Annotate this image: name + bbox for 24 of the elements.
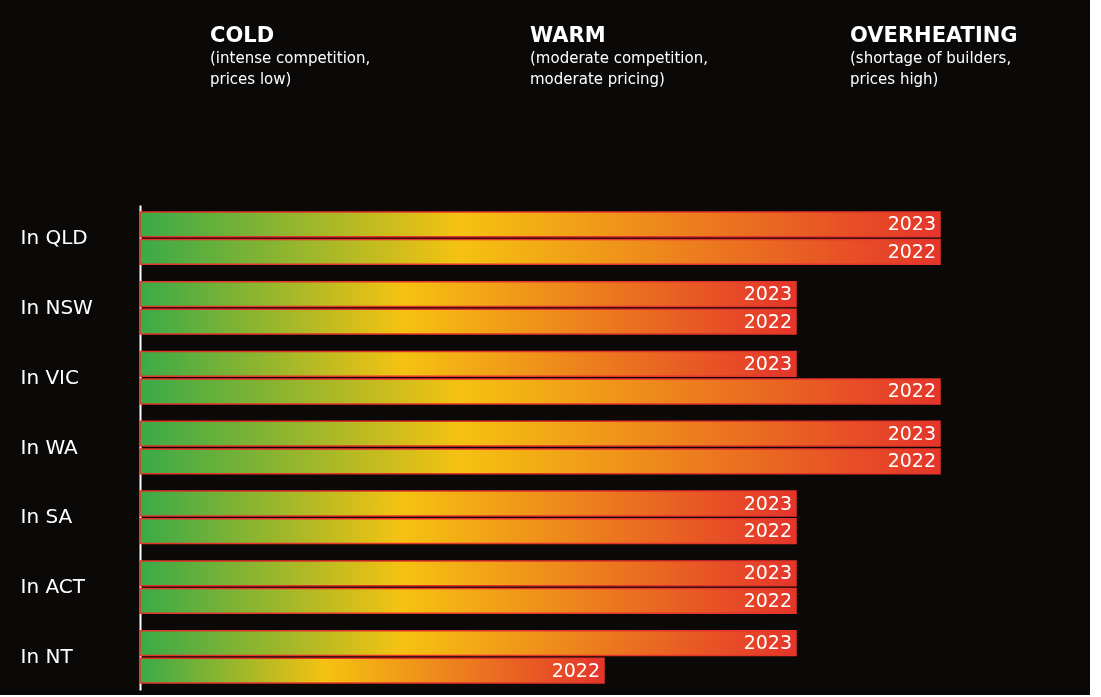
series-label: 2023 (743, 351, 792, 374)
text: 2023 (743, 491, 792, 514)
y-tick-label: In NT (20, 643, 74, 668)
text: 2023 (887, 212, 936, 235)
text: 2023 (743, 561, 792, 584)
text: 2023 (743, 631, 792, 654)
series-label: 2022 (743, 309, 792, 332)
text: 2022 (887, 239, 936, 262)
text: 2023 (887, 421, 936, 444)
text: 2022 (887, 379, 936, 402)
text: OVERHEATING (shortage of builders, prices high) (850, 23, 1018, 88)
text: 2023 (743, 282, 792, 305)
y-tick-label: In VIC (20, 364, 79, 389)
y-tick-label: In SA (20, 504, 73, 529)
y-tick-label: In ACT (20, 574, 86, 599)
text: 2022 (743, 588, 792, 611)
y-tick-label: In QLD (20, 225, 88, 250)
y-tick-label: In NSW (20, 294, 94, 319)
y-tick-label: In WA (20, 434, 79, 459)
text: 2022 (743, 519, 792, 542)
text: COLD (intense competition, prices low) (210, 23, 371, 88)
text: 2022 (551, 658, 600, 681)
text: 2022 (887, 449, 936, 472)
text: WARM (moderate competition, moderate pricing) (530, 23, 708, 88)
